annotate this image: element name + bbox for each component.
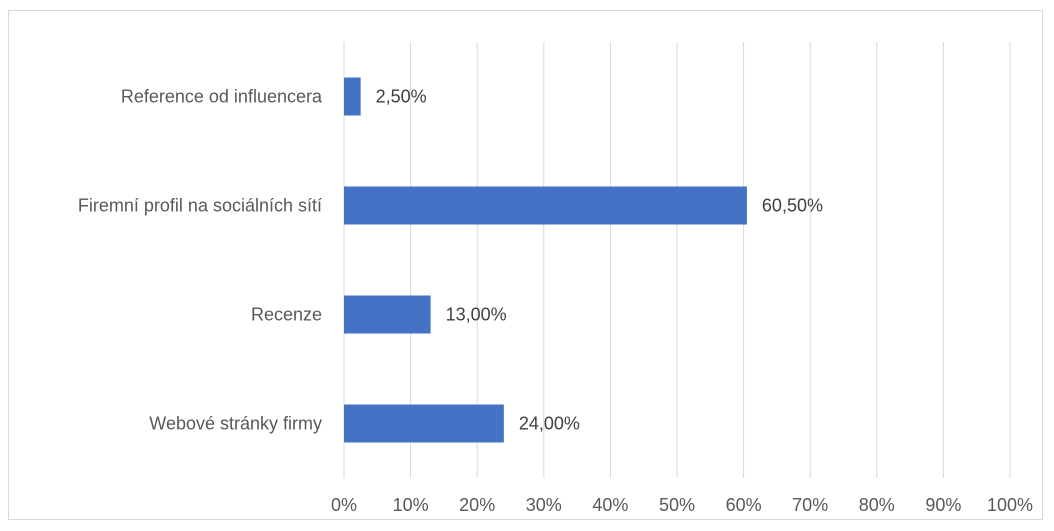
category-label: Recenze (251, 305, 322, 325)
category-label: Webové stránky firmy (149, 414, 322, 434)
x-tick-label: 40% (592, 495, 628, 515)
x-tick-label: 20% (459, 495, 495, 515)
data-label: 60,50% (762, 196, 823, 216)
bar (344, 77, 361, 116)
bar (344, 295, 431, 334)
x-tick-label: 80% (859, 495, 895, 515)
data-label: 2,50% (376, 87, 427, 107)
x-tick-label: 60% (726, 495, 762, 515)
x-tick-label: 90% (925, 495, 961, 515)
x-tick-label: 30% (526, 495, 562, 515)
x-tick-label: 50% (659, 495, 695, 515)
data-label: 24,00% (519, 414, 580, 434)
x-tick-label: 70% (792, 495, 828, 515)
x-tick-label: 0% (331, 495, 357, 515)
x-tick-label: 10% (393, 495, 429, 515)
bar (344, 404, 504, 443)
data-label: 13,00% (446, 305, 507, 325)
chart-frame (8, 10, 1043, 520)
category-label: Reference od influencera (121, 87, 323, 107)
x-tick-label: 100% (987, 495, 1033, 515)
category-label: Firemní profil na sociálních sítí (78, 196, 322, 216)
bar (344, 186, 747, 225)
